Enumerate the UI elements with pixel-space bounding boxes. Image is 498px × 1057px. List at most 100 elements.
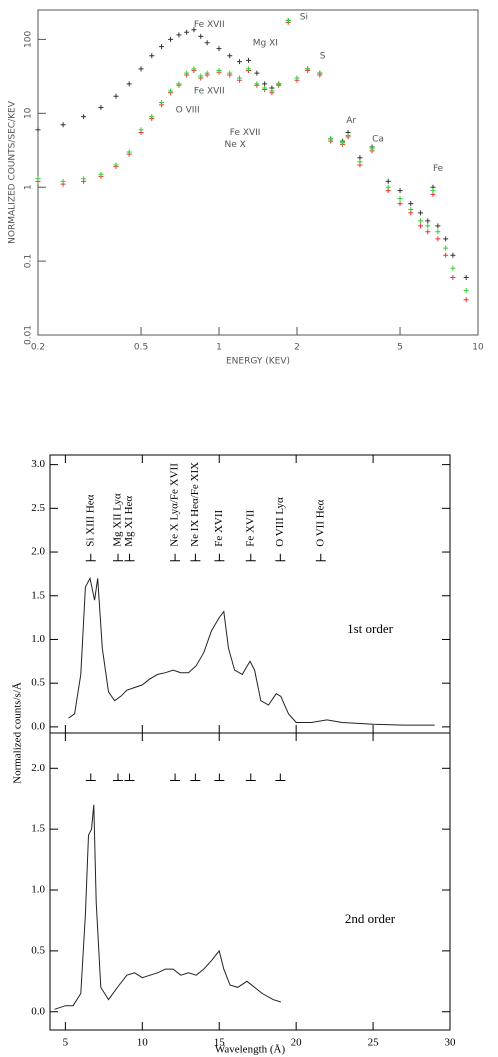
line-marker (275, 553, 286, 562)
y-tick-label: 0.1 (24, 254, 34, 268)
line-marker (214, 553, 225, 562)
line-annotation: Mg XI (253, 38, 278, 48)
data-point (149, 114, 155, 120)
data-point (345, 133, 351, 139)
plot-frame (49, 732, 451, 1031)
data-point (159, 100, 165, 106)
line-marker (315, 553, 326, 562)
plot-frame (37, 9, 479, 336)
data-point (254, 81, 260, 87)
y-tick-label: 1 (24, 184, 34, 190)
line-marker (275, 773, 286, 781)
data-point (443, 245, 449, 251)
data-point (35, 127, 41, 133)
data-point (425, 223, 431, 229)
line-marker (214, 773, 225, 781)
data-point (60, 122, 66, 128)
data-point (418, 210, 424, 216)
x-tick-label: 2 (294, 343, 300, 353)
y-tick-label: 1.5 (31, 823, 45, 835)
line-label: O VII Heα (314, 499, 326, 546)
data-point (98, 104, 104, 110)
data-point (35, 176, 41, 182)
panel-label: 1st order (347, 621, 394, 636)
data-point (60, 178, 66, 184)
data-point (149, 53, 155, 59)
line-marker (245, 553, 256, 562)
data-point (113, 162, 119, 168)
data-point (246, 66, 252, 72)
wavelength-panels: 0.0 0.5 1.0 1.5 2.0 2.5 3.0 1st order Si XIII He… (12, 454, 457, 1056)
data-point (191, 27, 197, 33)
line-label: Fe XVII (244, 509, 256, 546)
x-tick-label: 0.2 (31, 343, 45, 353)
data-point (184, 29, 190, 35)
line-annotation: Fe (433, 164, 444, 174)
data-point (246, 57, 252, 63)
data-point (397, 188, 403, 194)
y-tick-label: 0.0 (31, 1005, 45, 1017)
x-tick-label: 5 (63, 1037, 69, 1049)
data-point (126, 149, 132, 155)
line-marker (170, 773, 181, 781)
data-point (357, 159, 363, 165)
data-point (435, 229, 441, 235)
y-tick-label: 2.5 (31, 502, 45, 514)
data-point (430, 188, 436, 194)
data-point (328, 136, 334, 142)
data-point (397, 196, 403, 202)
data-point (443, 236, 449, 242)
x-tick-label: 30 (445, 1037, 457, 1049)
data-point (317, 70, 323, 76)
data-point (435, 223, 441, 229)
data-point (418, 223, 424, 229)
data-point (285, 18, 291, 24)
y-axis-label: Normalized counts/s/Å (12, 682, 24, 784)
line-marker (124, 553, 135, 562)
x-tick-label: 25 (368, 1037, 380, 1049)
spectrum-line (54, 804, 281, 1010)
spectrum-line (68, 576, 435, 726)
data-point (216, 67, 222, 73)
line-marker (113, 773, 123, 781)
line-marker (190, 553, 201, 562)
line-label: Ne X Lyα/Fe XVII (169, 463, 181, 547)
data-point (138, 127, 144, 133)
data-point (276, 81, 282, 87)
data-point (227, 53, 233, 59)
data-point (443, 252, 449, 258)
data-point (216, 46, 222, 52)
data-point (463, 274, 469, 280)
data-point (262, 85, 268, 91)
data-point (168, 36, 174, 42)
data-point (204, 70, 210, 76)
line-annotation: Ca (372, 134, 384, 144)
data-point (385, 184, 391, 190)
line-annotation: Fe XVII (194, 87, 225, 97)
data-point (408, 206, 414, 212)
y-tick-label: 1.0 (31, 633, 45, 645)
line-marker (124, 773, 135, 781)
data-point (113, 93, 119, 99)
data-point (184, 70, 190, 76)
data-point (418, 218, 424, 224)
x-tick-label: 5 (397, 343, 403, 353)
data-point (450, 252, 456, 258)
line-marker (190, 773, 201, 781)
line-label: Mg XII Lyα (112, 493, 124, 547)
data-point (237, 75, 243, 81)
data-point (369, 146, 375, 152)
line-label: Si XIII Heα (84, 494, 96, 546)
x-tick-label: 1 (216, 343, 222, 353)
x-tick-label: 0.5 (134, 343, 148, 353)
data-point (227, 70, 233, 76)
data-point (98, 171, 104, 177)
y-tick-label: 2.0 (31, 762, 45, 774)
data-point (463, 288, 469, 294)
line-annotation: Ar (346, 116, 356, 126)
data-point (408, 201, 414, 207)
x-tick-label: 15 (214, 1037, 226, 1049)
y-tick-label: 0.0 (31, 720, 45, 732)
x-axis-label: ENERGY (KEV) (226, 357, 290, 367)
data-point (385, 178, 391, 184)
